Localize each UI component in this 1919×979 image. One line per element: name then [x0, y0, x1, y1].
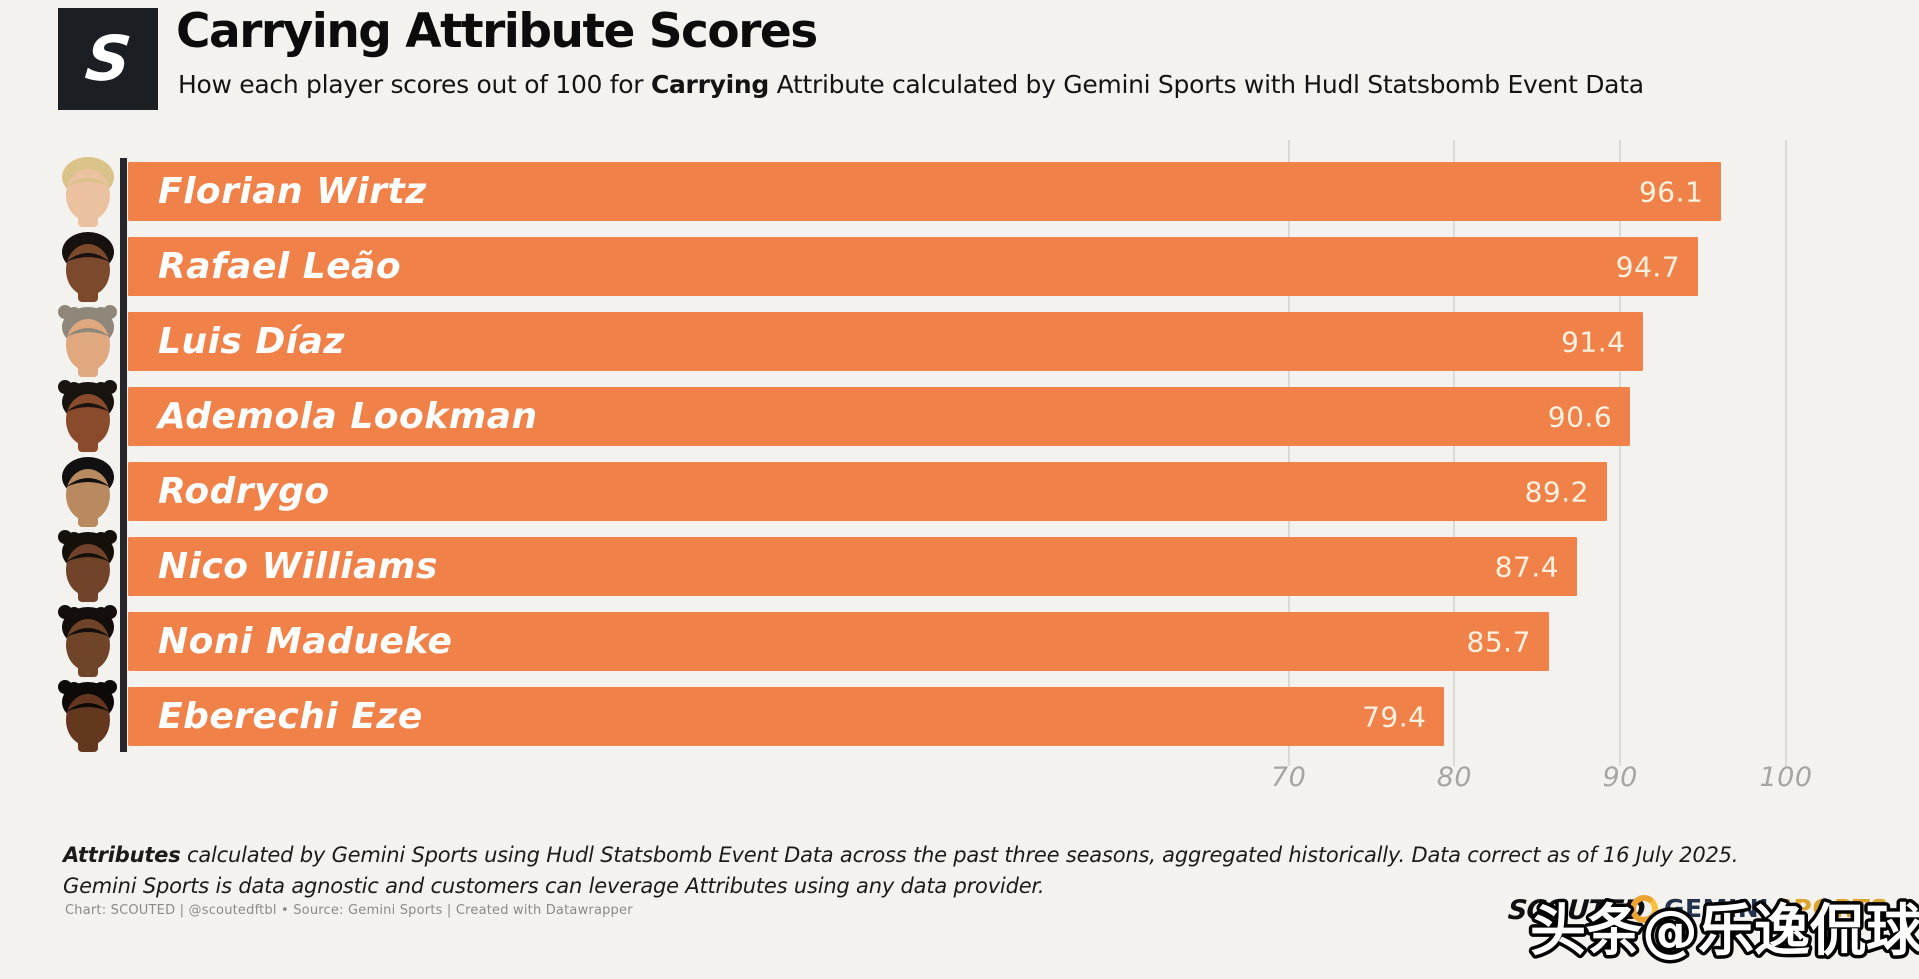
watermark-text: 头条@乐逸侃球 [1530, 899, 1919, 964]
subtitle-bold-word: Carrying [650, 70, 769, 99]
bar-row: Florian Wirtz 96.1 [128, 162, 1786, 221]
bar-row: Rafael Leão 94.7 [128, 237, 1786, 296]
player-name-label: Rafael Leão [158, 246, 402, 287]
avatar-face-icon [58, 305, 117, 377]
bar-row: Eberechi Eze 79.4 [128, 687, 1786, 746]
footnote-line-1-rest: calculated by Gemini Sports using Hudl S… [180, 843, 1739, 867]
footnote-line-2: Gemini Sports is data agnostic and custo… [63, 874, 1045, 898]
x-tick-label-90: 90 [1602, 762, 1638, 793]
score-bar: Noni Madueke 85.7 [128, 612, 1549, 671]
bar-rows: Florian Wirtz 96.1 Rafael Leão 94.7 Luis Día… [128, 162, 1786, 746]
footnote-bold-word: Attributes [63, 843, 181, 867]
bar-row: Nico Williams 87.4 [128, 537, 1786, 596]
chart-subtitle: How each player scores out of 100 for Ca… [178, 70, 1644, 99]
player-name-label: Nico Williams [158, 546, 438, 587]
player-avatar [52, 228, 124, 304]
score-value-label: 87.4 [1494, 550, 1560, 583]
player-name-label: Florian Wirtz [158, 171, 427, 212]
avatar-face-icon [62, 157, 114, 227]
score-value-label: 96.1 [1638, 175, 1704, 208]
score-bar: Luis Díaz 91.4 [128, 312, 1644, 371]
avatar-face-icon [58, 605, 117, 677]
bar-row: Ademola Lookman 90.6 [128, 387, 1786, 446]
gemini-sports-logo: GEMINI SPORTS [1630, 894, 1889, 923]
score-value-label: 85.7 [1466, 625, 1531, 658]
gemini-wordmark: GEMINI [1664, 894, 1770, 923]
player-avatar [52, 303, 124, 379]
player-name-label: Luis Díaz [158, 321, 345, 362]
avatar-face-icon [58, 680, 117, 752]
avatar-face-icon [58, 380, 117, 452]
gridlines [128, 140, 1787, 766]
avatar-face-icon [58, 530, 117, 602]
x-tick-label-70: 70 [1270, 762, 1307, 793]
player-avatar [52, 603, 124, 679]
gemini-sports-wordmark: SPORTS [1775, 894, 1889, 923]
scouted-s-logo-icon: S [58, 8, 158, 110]
scouted-s-letter: S [81, 22, 135, 95]
score-value-label: 94.7 [1615, 250, 1681, 283]
gridline-70 [1287, 140, 1290, 766]
player-avatar [52, 378, 124, 454]
watermark-svg: 头条@乐逸侃球 [1527, 896, 1919, 968]
score-bar: Rodrygo 89.2 [128, 462, 1607, 521]
score-value-label: 79.4 [1362, 700, 1427, 733]
avatar-face-icon [62, 232, 114, 302]
x-tick-label-80: 80 [1436, 762, 1473, 793]
score-bar: Eberechi Eze 79.4 [128, 687, 1445, 746]
score-bar: Rafael Leão 94.7 [128, 237, 1699, 296]
attribution-line: Chart: SCOUTED | @scoutedftbl • Source: … [65, 903, 633, 918]
player-name-label: Noni Madueke [158, 621, 453, 662]
gemini-g-icon [1630, 894, 1658, 923]
gridline-100 [1785, 140, 1787, 766]
player-avatar [52, 678, 124, 754]
player-name-label: Ademola Lookman [158, 396, 538, 437]
player-avatar [52, 528, 124, 604]
score-value-label: 91.4 [1561, 325, 1626, 358]
subtitle-suffix: Attribute calculated by Gemini Sports wi… [768, 70, 1644, 99]
bar-row: Noni Madueke 85.7 [128, 612, 1786, 671]
gridline-90 [1619, 140, 1622, 766]
gridline-80 [1453, 140, 1456, 766]
score-bar: Ademola Lookman 90.6 [128, 387, 1631, 446]
bar-row: Rodrygo 89.2 [128, 462, 1786, 521]
player-name-label: Eberechi Eze [158, 696, 423, 737]
score-value-label: 90.6 [1547, 400, 1613, 433]
score-bar: Florian Wirtz 96.1 [128, 162, 1722, 221]
x-tick-label-100: 100 [1759, 762, 1813, 793]
subtitle-prefix: How each player scores out of 100 for [178, 70, 651, 99]
player-avatar [52, 153, 124, 229]
player-avatar [52, 453, 124, 529]
score-bar: Nico Williams 87.4 [128, 537, 1578, 596]
chart-title: Carrying Attribute Scores [176, 4, 818, 59]
bar-row: Luis Díaz 91.4 [128, 312, 1786, 371]
player-name-label: Rodrygo [158, 471, 330, 512]
toutiao-watermark: 头条@乐逸侃球 [1527, 888, 1919, 978]
x-axis-tick-labels: 70 80 90 100 [128, 762, 1812, 806]
y-axis-line [120, 158, 127, 752]
footnote-line-1: Attributes calculated by Gemini Sports u… [63, 843, 1738, 867]
avatar-face-icon [62, 457, 114, 527]
plot-area: Florian Wirtz 96.1 Rafael Leão 94.7 Luis Día… [128, 140, 1812, 793]
score-value-label: 89.2 [1524, 475, 1589, 508]
